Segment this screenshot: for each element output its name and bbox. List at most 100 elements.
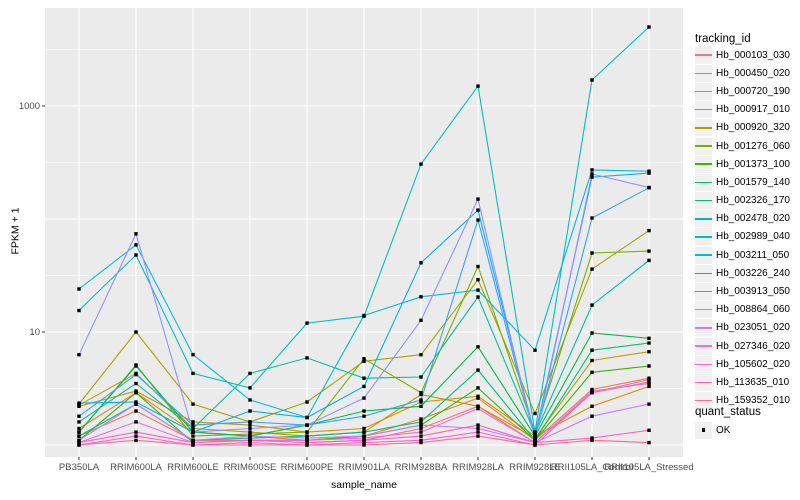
legend-item-Hb_002478_020: Hb_002478_020: [695, 210, 790, 228]
series-line-icon: [695, 363, 712, 366]
data-point: [191, 440, 195, 445]
series-line-icon: [695, 127, 712, 129]
data-point: [647, 336, 651, 340]
legend-item-label: Hb_023051_020: [716, 322, 790, 334]
legend-item-Hb_002989_040: Hb_002989_040: [695, 228, 790, 246]
data-point: [248, 371, 252, 376]
data-point: [590, 404, 594, 408]
data-point: [362, 436, 366, 440]
data-point: [476, 197, 480, 201]
data-point: [191, 430, 195, 434]
data-point: [362, 443, 366, 447]
data-point: [134, 372, 138, 377]
series-line-icon: [695, 54, 712, 56]
data-point: [590, 438, 594, 442]
data-point: [533, 432, 537, 436]
legend-item-quant-ok: OK: [695, 421, 730, 439]
data-point: [590, 358, 594, 363]
data-point: [134, 232, 138, 236]
legend-item-label: Hb_000917_010: [716, 104, 790, 116]
legend-title-tracking-id: tracking_id: [695, 33, 751, 45]
data-point: [419, 398, 423, 402]
data-point: [476, 208, 480, 212]
data-point: [134, 253, 138, 257]
series-color-key: [695, 82, 712, 100]
data-point: [590, 168, 594, 172]
data-point: [191, 420, 195, 424]
data-point: [647, 341, 651, 345]
series-color-key: [695, 119, 712, 137]
data-point: [590, 370, 594, 374]
series-color-key: [695, 46, 712, 64]
data-point: [248, 426, 252, 431]
data-point: [77, 420, 81, 424]
legend-item-Hb_023051_020: Hb_023051_020: [695, 319, 790, 337]
series-line-icon: [695, 345, 712, 347]
data-point: [134, 438, 138, 442]
x-tick-label: RRIM600SE: [224, 462, 277, 473]
legend-item-Hb_001579_140: Hb_001579_140: [695, 173, 790, 191]
data-point: [590, 267, 594, 271]
legend-item-label: Hb_000103_030: [716, 49, 790, 61]
data-point: [647, 350, 651, 354]
legend-item-label: Hb_105602_020: [716, 358, 790, 370]
data-point: [134, 330, 138, 334]
x-tick-label: RRIM901LA: [338, 462, 390, 473]
data-point: [134, 364, 138, 368]
data-point: [305, 321, 309, 325]
legend-tracking-items: Hb_000103_030 Hb_000450_020 Hb_000720_190 H…: [695, 46, 790, 410]
data-point: [134, 420, 138, 424]
data-point: [134, 430, 138, 434]
data-point: [248, 432, 252, 436]
data-point: [533, 438, 537, 442]
data-point: [191, 371, 195, 376]
data-point: [419, 295, 423, 299]
legend-item-Hb_000920_320: Hb_000920_320: [695, 119, 790, 137]
legend-item-label: Hb_008864_060: [716, 304, 790, 316]
data-point: [590, 303, 594, 307]
series-line-icon: [695, 381, 712, 384]
data-point: [419, 417, 423, 421]
x-tick-label: RRIM600LA: [110, 462, 162, 473]
data-point: [476, 278, 480, 282]
series-line-icon: [695, 199, 712, 202]
legend-item-Hb_003211_050: Hb_003211_050: [695, 246, 790, 264]
data-point: [362, 396, 366, 400]
data-point: [248, 438, 252, 442]
data-point: [533, 440, 537, 445]
data-point: [647, 428, 651, 432]
series-line-icon: [695, 327, 712, 329]
data-point: [77, 426, 81, 431]
data-point: [305, 400, 309, 404]
data-point: [248, 434, 252, 438]
data-point: [305, 430, 309, 434]
data-point: [590, 414, 594, 418]
data-point: [533, 411, 537, 416]
data-point: [590, 331, 594, 335]
data-point: [476, 406, 480, 411]
series-color-key: [695, 355, 712, 373]
legend-item-label: Hb_003226_240: [716, 267, 790, 279]
black-point-icon: [701, 428, 706, 432]
data-point: [77, 287, 81, 291]
x-tick-label: RRII105LA_Stressed: [604, 462, 693, 473]
data-point: [647, 377, 651, 382]
data-point: [419, 404, 423, 408]
legend-item-label: Hb_003913_050: [716, 286, 790, 298]
data-point: [647, 364, 651, 368]
legend-item-Hb_001276_060: Hb_001276_060: [695, 137, 790, 155]
data-point: [419, 391, 423, 395]
series-line-icon: [695, 145, 712, 147]
series-line-icon: [695, 181, 712, 184]
x-tick-label: RRIM600PE: [281, 462, 334, 473]
data-point: [476, 434, 480, 438]
data-point: [362, 409, 366, 413]
data-point: [191, 402, 195, 406]
data-point: [533, 430, 537, 434]
series-color-key: [695, 228, 712, 246]
data-point: [590, 78, 594, 82]
data-point: [647, 384, 651, 389]
data-point: [590, 436, 594, 440]
data-point: [362, 359, 366, 363]
